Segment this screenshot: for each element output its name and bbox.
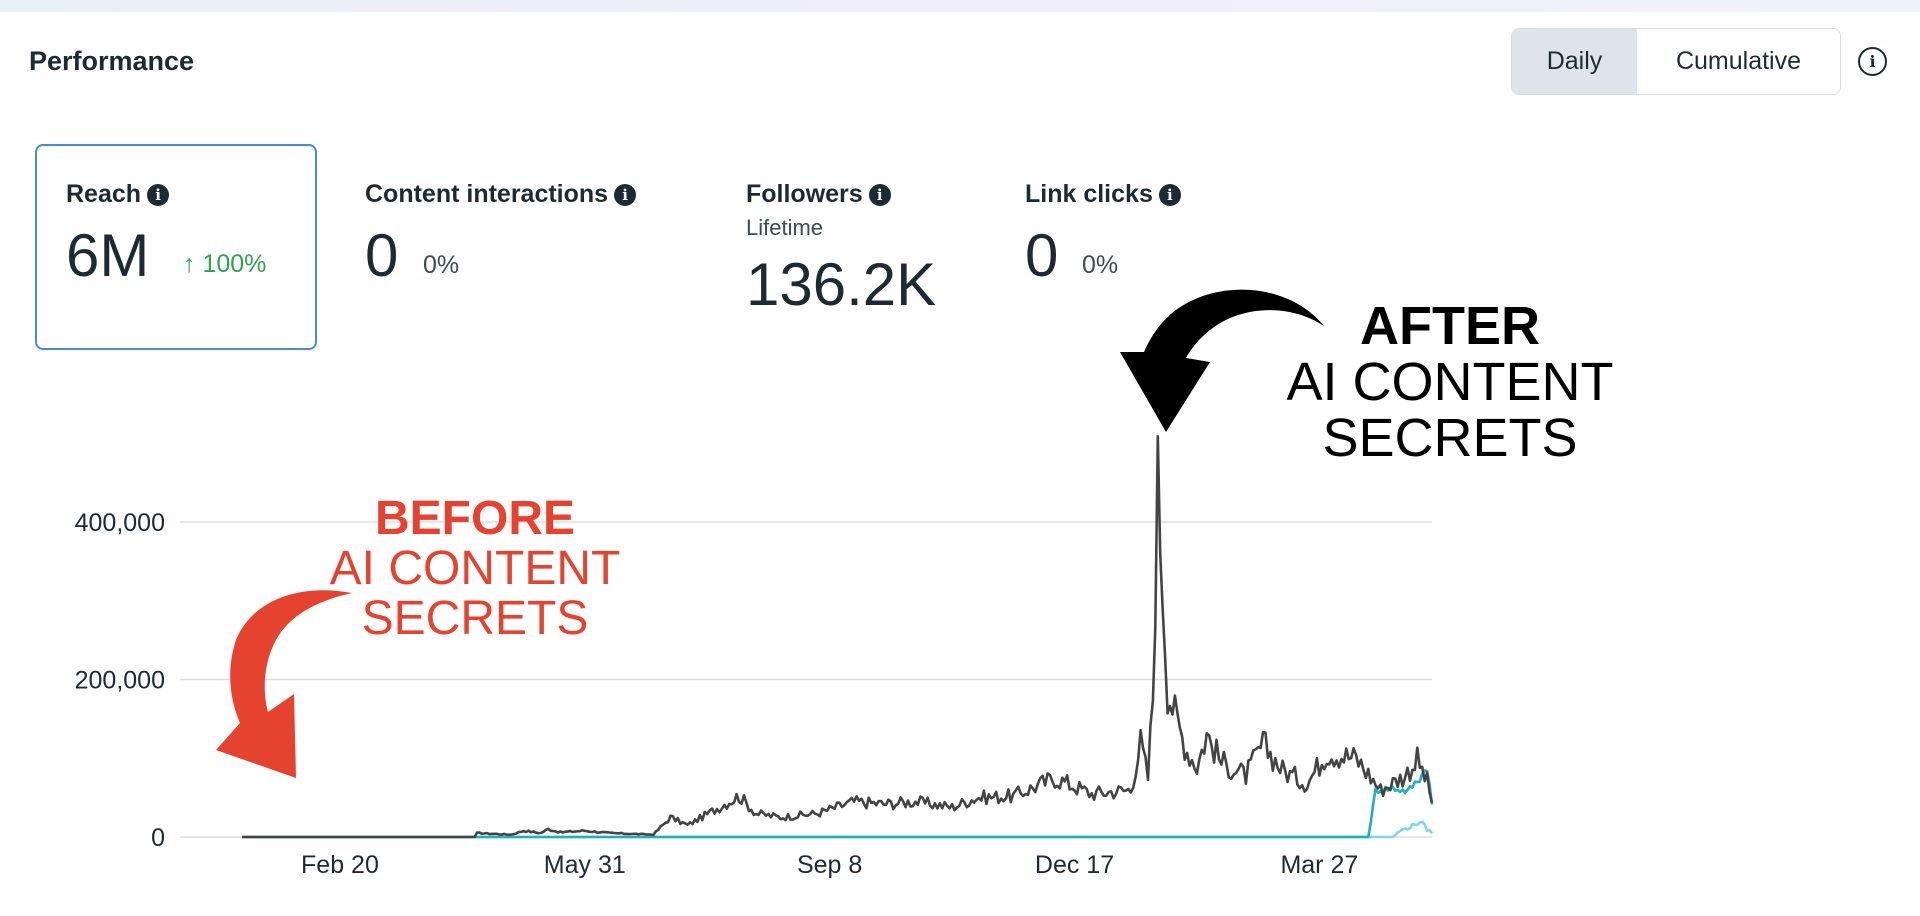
info-icon[interactable]: i <box>1858 47 1887 76</box>
info-icon[interactable]: i <box>614 184 637 206</box>
followers-value: 136.2K <box>746 251 937 318</box>
after-arrow-icon <box>1120 289 1324 432</box>
info-icon[interactable]: i <box>147 184 170 206</box>
reach-label: Reach i <box>66 180 170 209</box>
after-annotation: AFTER AI CONTENT SECRETS <box>1270 299 1630 467</box>
link-clicks-change: 0% <box>1082 251 1119 279</box>
page-title: Performance <box>29 46 195 76</box>
info-icon[interactable]: i <box>1158 184 1181 206</box>
y-tick-label: 0 <box>151 824 165 852</box>
daily-toggle-button[interactable]: Daily <box>1512 29 1637 94</box>
y-tick-label: 400,000 <box>75 509 165 537</box>
content-interactions-change: 0% <box>423 251 460 279</box>
before-annotation-line3: SECRETS <box>361 592 589 645</box>
reach-card[interactable] <box>35 144 317 350</box>
top-gradient-bar <box>0 0 1920 12</box>
content-interactions-value: 0 <box>365 222 399 289</box>
after-annotation-line2: AI CONTENT <box>1286 352 1614 412</box>
before-arrow-icon <box>216 590 352 778</box>
x-tick-label: Dec 17 <box>1035 851 1114 879</box>
followers-sublabel: Lifetime <box>746 215 824 240</box>
y-tick-label: 200,000 <box>75 667 165 695</box>
view-toggle: Daily Cumulative <box>1511 28 1841 95</box>
reach-value: 6M <box>66 222 150 289</box>
before-annotation-line2: AI CONTENT <box>329 542 621 595</box>
reach-change: ↑ 100% <box>183 250 267 278</box>
cumulative-toggle-button[interactable]: Cumulative <box>1637 29 1840 94</box>
link-clicks-value: 0 <box>1025 222 1059 289</box>
reach-series-line <box>242 435 1434 839</box>
followers-label[interactable]: Followers i <box>746 180 891 209</box>
x-tick-label: Sep 8 <box>797 851 862 879</box>
before-annotation-title: BEFORE <box>374 492 575 545</box>
content-interactions-label[interactable]: Content interactions i <box>365 180 637 209</box>
link-clicks-label[interactable]: Link clicks i <box>1025 180 1181 209</box>
x-tick-label: Mar 27 <box>1280 851 1358 879</box>
light-series-line <box>242 820 1434 839</box>
x-tick-label: May 31 <box>544 851 626 879</box>
info-icon[interactable]: i <box>868 184 891 206</box>
after-annotation-title: AFTER <box>1360 296 1540 356</box>
x-tick-label: Feb 20 <box>301 851 379 879</box>
before-annotation: BEFORE AI CONTENT SECRETS <box>300 495 650 645</box>
after-annotation-line3: SECRETS <box>1322 408 1578 468</box>
